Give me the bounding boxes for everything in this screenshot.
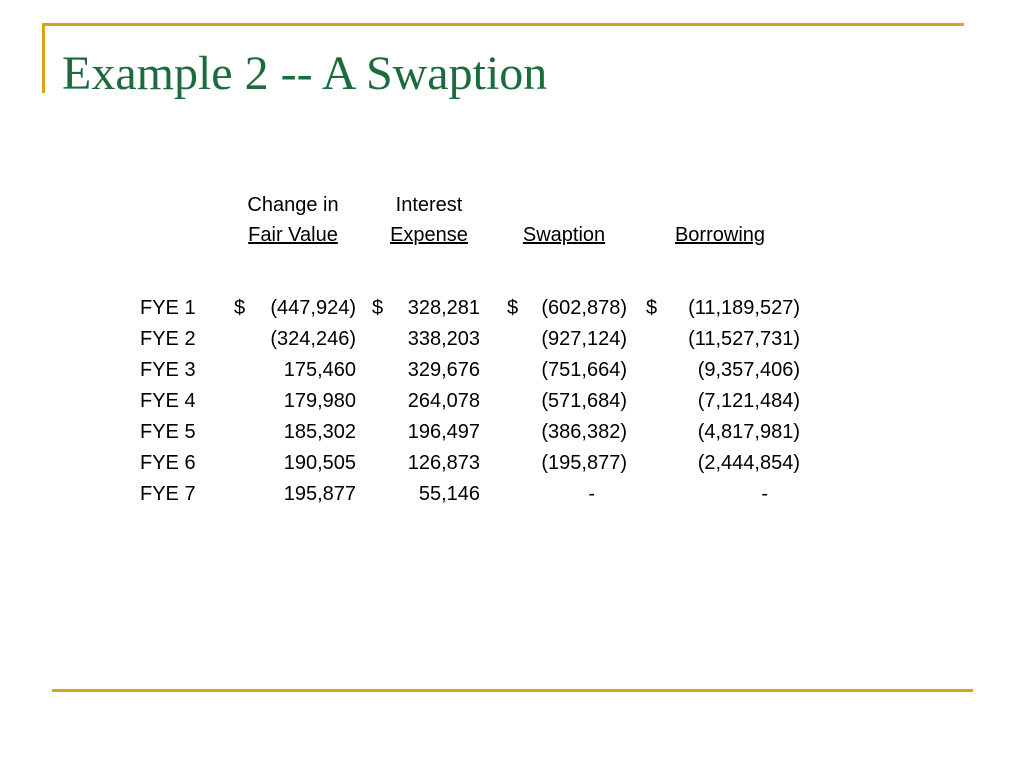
cell-borrowing: - <box>761 483 768 505</box>
cell-swaption: (602,878) <box>541 297 627 319</box>
cell-fair-value: 190,505 <box>283 452 356 474</box>
cell-interest-expense: 264,078 <box>407 390 480 412</box>
currency-symbol: $ <box>507 297 519 319</box>
footer-accent-line <box>52 689 973 692</box>
cell-swaption: (386,382) <box>541 421 627 443</box>
header-interest-expense-line1: Interest <box>395 194 463 216</box>
cell-borrowing: (2,444,854) <box>697 452 800 474</box>
cell-interest-expense: 55,146 <box>418 483 480 505</box>
header-interest-expense-line2: Expense <box>390 224 468 246</box>
row-label: FYE 6 <box>140 452 196 474</box>
cell-borrowing: (7,121,484) <box>697 390 800 412</box>
row-label: FYE 3 <box>140 359 196 381</box>
cell-swaption: (751,664) <box>541 359 627 381</box>
left-accent-line <box>42 23 45 93</box>
cell-fair-value: 179,980 <box>283 390 356 412</box>
cell-swaption: (927,124) <box>541 328 627 350</box>
header-fair-value-line2: Fair Value <box>248 224 338 246</box>
header-borrowing: Borrowing <box>674 224 766 246</box>
row-label: FYE 4 <box>140 390 196 412</box>
cell-fair-value: (447,924) <box>270 297 356 319</box>
cell-borrowing: (4,817,981) <box>697 421 800 443</box>
cell-interest-expense: 329,676 <box>407 359 480 381</box>
cell-borrowing: (11,527,731) <box>688 328 800 350</box>
cell-fair-value: 185,302 <box>283 421 356 443</box>
cell-swaption: (571,684) <box>541 390 627 412</box>
row-label: FYE 2 <box>140 328 196 350</box>
currency-symbol: $ <box>372 297 384 319</box>
row-label: FYE 5 <box>140 421 196 443</box>
header-swaption: Swaption <box>522 224 606 246</box>
cell-borrowing: (9,357,406) <box>697 359 800 381</box>
header-fair-value-line1: Change in <box>247 194 339 216</box>
cell-interest-expense: 196,497 <box>407 421 480 443</box>
currency-symbol: $ <box>646 297 658 319</box>
cell-fair-value: 175,460 <box>283 359 356 381</box>
cell-fair-value: (324,246) <box>270 328 356 350</box>
cell-swaption: - <box>588 483 595 505</box>
currency-symbol: $ <box>234 297 246 319</box>
row-label: FYE 1 <box>140 297 196 319</box>
row-label: FYE 7 <box>140 483 196 505</box>
cell-interest-expense: 126,873 <box>407 452 480 474</box>
cell-swaption: (195,877) <box>541 452 627 474</box>
top-accent-line <box>44 23 964 26</box>
cell-fair-value: 195,877 <box>283 483 356 505</box>
cell-interest-expense: 328,281 <box>407 297 480 319</box>
cell-interest-expense: 338,203 <box>407 328 480 350</box>
slide-title: Example 2 -- A Swaption <box>62 47 548 100</box>
cell-borrowing: (11,189,527) <box>688 297 800 319</box>
